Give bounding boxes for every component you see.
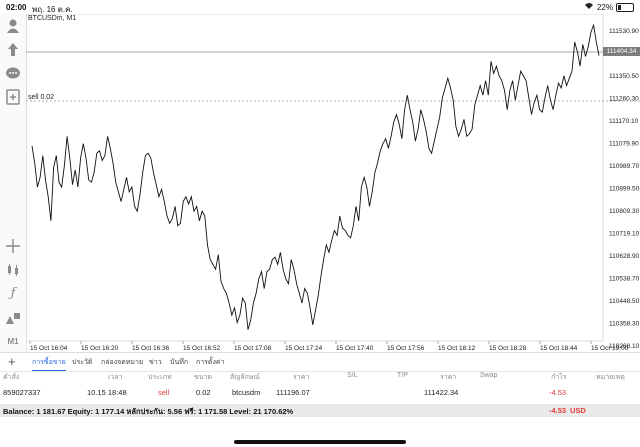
y-tick-label: 111530.90 <box>609 28 639 35</box>
y-tick-label: 110809.30 <box>609 208 640 215</box>
y-tick-label: 110719.10 <box>609 231 640 238</box>
cell-profit: -4.53 <box>549 388 567 397</box>
col-sl: S/L <box>347 372 358 379</box>
x-tick-label: 15 Oct 17:24 <box>285 345 323 352</box>
table-header: คำสั่ง เวลา ประเภท ขนาด สัญลักษณ์ ราคา S… <box>0 372 640 386</box>
indicators-icon[interactable]: ƒ <box>10 286 16 301</box>
timeframe-icon[interactable]: M1 <box>7 337 19 346</box>
battery-fill <box>618 4 622 10</box>
cell-current-price: 111422.34 <box>424 388 459 397</box>
table-row[interactable]: 859027337 10.15 18:48 sell 0.02 btcusdm … <box>0 388 640 402</box>
terminal-tabs: + การซื้อขาย ประวัติ กล่องจดหมาย ข่าว บั… <box>0 352 640 372</box>
y-tick-label: 110989.70 <box>609 163 640 170</box>
sell-line-label: sell 0.02 <box>28 94 55 101</box>
objects-icon[interactable] <box>5 310 21 326</box>
col-tp: T/P <box>397 372 408 379</box>
battery-icon <box>616 2 634 12</box>
y-tick-label: 110448.50 <box>609 298 640 305</box>
cell-symbol: btcusdm <box>232 388 261 397</box>
col-size: ขนาด <box>194 374 213 381</box>
current-price-tag: 111404.34 <box>603 47 640 56</box>
candles-icon[interactable] <box>5 262 21 278</box>
y-tick-label: 111260.30 <box>609 96 639 103</box>
new-order-icon[interactable] <box>5 89 21 105</box>
x-tick-label: 15 Oct 18:28 <box>489 345 527 352</box>
account-icon[interactable] <box>5 18 21 34</box>
symbol-label: BTCUSDm, M1 <box>28 15 77 22</box>
total-profit: -4.53 <box>549 406 567 415</box>
col-current-price: ราคา <box>440 374 457 381</box>
trade-icon[interactable] <box>5 42 21 58</box>
crosshair-icon[interactable] <box>5 238 21 254</box>
col-type: ประเภท <box>148 374 172 381</box>
cell-time: 10.15 18:48 <box>87 388 127 397</box>
tab-history[interactable]: ประวัติ <box>72 359 93 366</box>
y-tick-label: 110538.70 <box>609 276 640 283</box>
col-profit: กำไร <box>551 374 567 381</box>
x-tick-label: 15 Oct 16:04 <box>30 345 68 352</box>
balance-bar: Balance: 1 181.67 Equity: 1 177.14 หลักป… <box>0 404 640 417</box>
x-tick-label: 15 Oct 17:40 <box>336 345 374 352</box>
add-icon[interactable]: + <box>8 354 16 369</box>
cell-size: 0.02 <box>196 388 211 397</box>
left-toolbar: ƒ M1 <box>0 14 27 352</box>
col-symbol: สัญลักษณ์ <box>230 374 260 381</box>
y-tick-label: 110899.50 <box>609 186 640 193</box>
x-tick-label: 15 Oct 18:12 <box>438 345 476 352</box>
status-date: พฤ. 16 ต.ค. <box>32 5 73 14</box>
profit-currency: USD <box>570 406 586 415</box>
col-swap: Swap <box>480 372 498 379</box>
battery-percent: 22% <box>596 2 613 12</box>
x-tick-label: 15 Oct 16:36 <box>132 345 170 352</box>
wifi-icon <box>584 2 594 12</box>
tab-mailbox[interactable]: กล่องจดหมาย <box>101 359 144 366</box>
x-tick-label: 15 Oct 17:08 <box>234 345 272 352</box>
y-tick-label: 110628.90 <box>609 253 640 260</box>
cell-type: sell <box>158 388 170 397</box>
tab-settings[interactable]: การตั้งค่า <box>196 359 225 366</box>
chat-icon[interactable] <box>5 66 21 82</box>
status-time: 02:00 <box>6 3 27 12</box>
cell-order: 859027337 <box>3 388 41 397</box>
home-indicator <box>234 440 406 444</box>
price-line <box>31 23 600 330</box>
col-price: ราคา <box>293 374 310 381</box>
col-order: คำสั่ง <box>3 374 20 381</box>
chart-svg: 111530.90111440.70111350.50111260.301111… <box>25 13 640 352</box>
col-time: เวลา <box>108 374 123 381</box>
balance-summary: Balance: 1 181.67 Equity: 1 177.14 หลักป… <box>3 407 294 416</box>
status-right: 22% <box>584 2 634 12</box>
x-tick-label: 15 Oct 19:00 <box>591 345 629 352</box>
tab-journal[interactable]: บันทึก <box>170 359 189 366</box>
x-tick-label: 15 Oct 16:52 <box>183 345 221 352</box>
y-tick-label: 111350.50 <box>609 73 639 80</box>
col-comment: หมายเหตุ <box>596 374 625 381</box>
y-tick-label: 111170.10 <box>609 118 639 125</box>
x-tick-label: 15 Oct 17:56 <box>387 345 425 352</box>
price-chart[interactable]: 111530.90111440.70111350.50111260.301111… <box>25 13 640 352</box>
y-tick-label: 110358.30 <box>609 321 640 328</box>
status-bar: 02:00 พฤ. 16 ต.ค. 22% <box>0 0 640 14</box>
cell-price: 111196.07 <box>276 388 310 397</box>
y-tick-label: 111079.90 <box>609 141 639 148</box>
x-tick-label: 15 Oct 16:20 <box>81 345 119 352</box>
tab-trade[interactable]: การซื้อขาย <box>32 357 66 371</box>
plot-border <box>25 13 604 342</box>
tab-news[interactable]: ข่าว <box>149 359 162 366</box>
y-tick-label: 110268.10 <box>609 343 640 350</box>
x-tick-label: 15 Oct 18:44 <box>540 345 578 352</box>
